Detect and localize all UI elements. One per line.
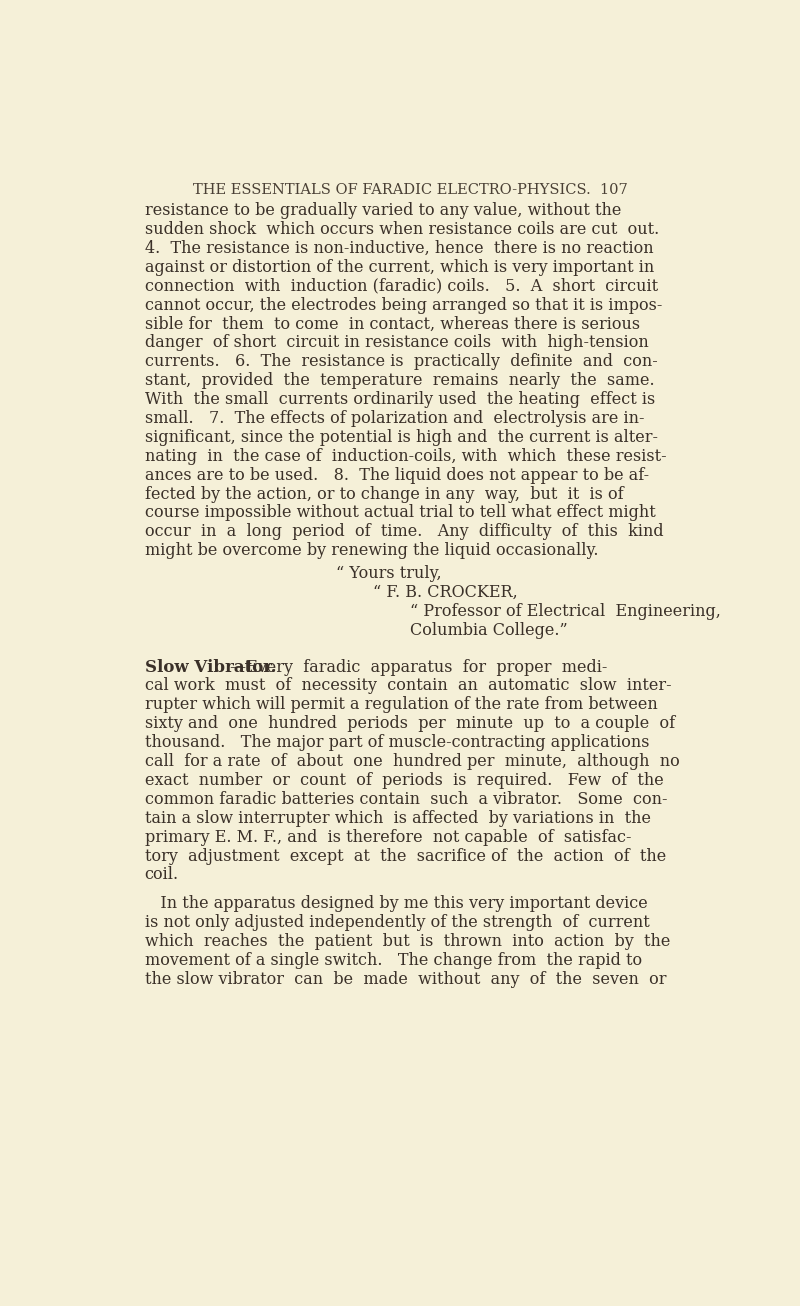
Text: course impossible without actual trial to tell what effect might: course impossible without actual trial t… bbox=[145, 504, 655, 521]
Text: —Every  faradic  apparatus  for  proper  medi-: —Every faradic apparatus for proper medi… bbox=[230, 658, 607, 675]
Text: is not only adjusted independently of the strength  of  current: is not only adjusted independently of th… bbox=[145, 914, 650, 931]
Text: call  for a rate  of  about  one  hundred per  minute,  although  no: call for a rate of about one hundred per… bbox=[145, 754, 679, 771]
Text: “ F. B. CROCKER,: “ F. B. CROCKER, bbox=[373, 584, 518, 601]
Text: thousand.   The major part of muscle-contracting applications: thousand. The major part of muscle-contr… bbox=[145, 734, 649, 751]
Text: In the apparatus designed by me this very important device: In the apparatus designed by me this ver… bbox=[145, 895, 647, 912]
Text: against or distortion of the current, which is very important in: against or distortion of the current, wh… bbox=[145, 259, 654, 276]
Text: coil.: coil. bbox=[145, 866, 178, 883]
Text: the slow vibrator  can  be  made  without  any  of  the  seven  or: the slow vibrator can be made without an… bbox=[145, 970, 666, 987]
Text: cannot occur, the electrodes being arranged so that it is impos-: cannot occur, the electrodes being arran… bbox=[145, 296, 662, 313]
Text: occur  in  a  long  period  of  time.   Any  difficulty  of  this  kind: occur in a long period of time. Any diff… bbox=[145, 524, 663, 541]
Text: tain a slow interrupter which  is affected  by variations in  the: tain a slow interrupter which is affecte… bbox=[145, 810, 650, 827]
Text: currents.   6.  The  resistance is  practically  definite  and  con-: currents. 6. The resistance is practical… bbox=[145, 353, 658, 370]
Text: ances are to be used.   8.  The liquid does not appear to be af-: ances are to be used. 8. The liquid does… bbox=[145, 466, 649, 483]
Text: rupter which will permit a regulation of the rate from between: rupter which will permit a regulation of… bbox=[145, 696, 658, 713]
Text: sixty and  one  hundred  periods  per  minute  up  to  a couple  of: sixty and one hundred periods per minute… bbox=[145, 716, 674, 733]
Text: nating  in  the case of  induction-coils, with  which  these resist-: nating in the case of induction-coils, w… bbox=[145, 448, 666, 465]
Text: primary E. M. F., and  is therefore  not capable  of  satisfac-: primary E. M. F., and is therefore not c… bbox=[145, 829, 631, 846]
Text: sible for  them  to come  in contact, whereas there is serious: sible for them to come in contact, where… bbox=[145, 316, 640, 333]
Text: Slow Vibrator.: Slow Vibrator. bbox=[145, 658, 276, 675]
Text: tory  adjustment  except  at  the  sacrifice of  the  action  of  the: tory adjustment except at the sacrifice … bbox=[145, 848, 666, 865]
Text: 4.  The resistance is non-inductive, hence  there is no reaction: 4. The resistance is non-inductive, henc… bbox=[145, 240, 654, 257]
Text: “ Yours truly,: “ Yours truly, bbox=[336, 564, 442, 581]
Text: stant,  provided  the  temperature  remains  nearly  the  same.: stant, provided the temperature remains … bbox=[145, 372, 654, 389]
Text: movement of a single switch.   The change from  the rapid to: movement of a single switch. The change … bbox=[145, 952, 642, 969]
Text: resistance to be gradually varied to any value, without the: resistance to be gradually varied to any… bbox=[145, 202, 621, 219]
Text: fected by the action, or to change in any  way,  but  it  is of: fected by the action, or to change in an… bbox=[145, 486, 623, 503]
Text: significant, since the potential is high and  the current is alter-: significant, since the potential is high… bbox=[145, 428, 658, 445]
Text: danger  of short  circuit in resistance coils  with  high-tension: danger of short circuit in resistance co… bbox=[145, 334, 648, 351]
Text: small.   7.  The effects of polarization and  electrolysis are in-: small. 7. The effects of polarization an… bbox=[145, 410, 644, 427]
Text: common faradic batteries contain  such  a vibrator.   Some  con-: common faradic batteries contain such a … bbox=[145, 791, 667, 808]
Text: Columbia College.”: Columbia College.” bbox=[410, 622, 568, 639]
Text: “ Professor of Electrical  Engineering,: “ Professor of Electrical Engineering, bbox=[410, 602, 721, 619]
Text: might be overcome by renewing the liquid occasionally.: might be overcome by renewing the liquid… bbox=[145, 542, 598, 559]
Text: connection  with  induction (faradic) coils.   5.  A  short  circuit: connection with induction (faradic) coil… bbox=[145, 278, 658, 295]
Text: sudden shock  which occurs when resistance coils are cut  out.: sudden shock which occurs when resistanc… bbox=[145, 221, 659, 238]
Text: which  reaches  the  patient  but  is  thrown  into  action  by  the: which reaches the patient but is thrown … bbox=[145, 932, 670, 949]
Text: With  the small  currents ordinarily used  the heating  effect is: With the small currents ordinarily used … bbox=[145, 390, 655, 407]
Text: THE ESSENTIALS OF FARADIC ELECTRO-PHYSICS.  107: THE ESSENTIALS OF FARADIC ELECTRO-PHYSIC… bbox=[193, 183, 627, 197]
Text: exact  number  or  count  of  periods  is  required.   Few  of  the: exact number or count of periods is requ… bbox=[145, 772, 663, 789]
Text: cal work  must  of  necessity  contain  an  automatic  slow  inter-: cal work must of necessity contain an au… bbox=[145, 678, 671, 695]
